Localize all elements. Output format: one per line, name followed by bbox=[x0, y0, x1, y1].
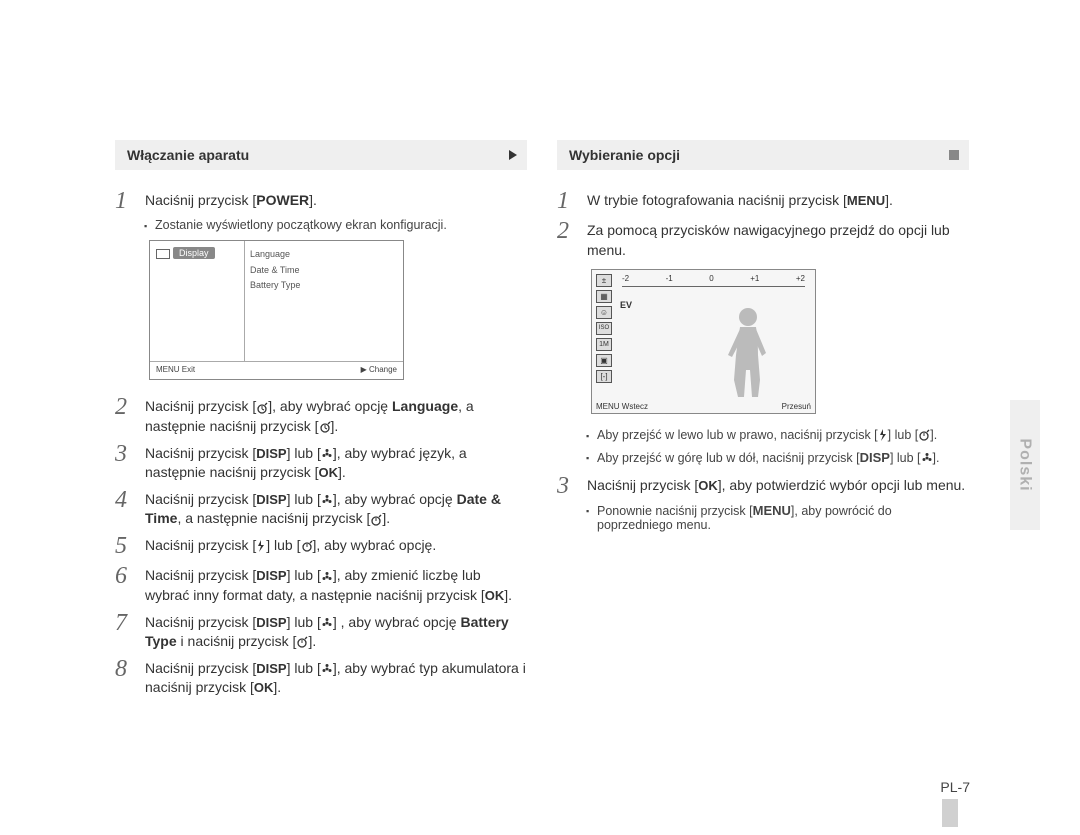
face-icon: ☺ bbox=[596, 306, 612, 319]
header-text: Wybieranie opcji bbox=[569, 147, 680, 163]
flower-icon bbox=[321, 617, 333, 629]
right-column: Wybieranie opcji 1 W trybie fotografowan… bbox=[557, 140, 969, 702]
iso-icon: ISO bbox=[596, 322, 612, 335]
section-header-options: Wybieranie opcji bbox=[557, 140, 969, 170]
disp-icon: DISP bbox=[256, 615, 286, 630]
timer-icon bbox=[370, 514, 382, 526]
disp-icon: DISP bbox=[256, 661, 286, 676]
substep-menu-back: Ponownie naciśnij przycisk [MENU], aby p… bbox=[597, 503, 969, 532]
ok-icon: OK bbox=[254, 680, 274, 695]
step-5: 5 Naciśnij przycisk [] lub [], aby wybra… bbox=[115, 533, 527, 559]
substep-leftright: Aby przejść w lewo lub w prawo, naciśnij… bbox=[597, 428, 969, 442]
flower-icon bbox=[321, 448, 333, 460]
header-text: Włączanie aparatu bbox=[127, 147, 249, 163]
ev-scale: -2 -1 0 +1 +2 bbox=[622, 274, 805, 283]
flower-icon bbox=[921, 452, 933, 464]
step-8: 8 Naciśnij przycisk [DISP] lub [], aby w… bbox=[115, 656, 527, 698]
display-badge: Display bbox=[173, 247, 215, 259]
wb-icon: ▦ bbox=[596, 290, 612, 303]
person-silhouette-icon bbox=[720, 305, 775, 400]
section-header-power: Włączanie aparatu bbox=[115, 140, 527, 170]
size-icon: 1M bbox=[596, 338, 612, 351]
substep-config: Zostanie wyświetlony początkowy ekran ko… bbox=[155, 218, 527, 232]
display-icon bbox=[156, 249, 170, 259]
flower-icon bbox=[321, 494, 333, 506]
step-r1: 1 W trybie fotografowania naciśnij przyc… bbox=[557, 188, 969, 214]
ok-icon: OK bbox=[698, 478, 718, 493]
disp-icon: DISP bbox=[860, 450, 890, 465]
ok-icon: OK bbox=[319, 465, 339, 480]
step-3: 3 Naciśnij przycisk [DISP] lub [], aby w… bbox=[115, 441, 527, 483]
ev-label: EV bbox=[620, 300, 632, 310]
timer-icon bbox=[918, 429, 930, 441]
step-r3: 3 Naciśnij przycisk [OK], aby potwierdzi… bbox=[557, 473, 969, 499]
flower-icon bbox=[321, 571, 333, 583]
step-6: 6 Naciśnij przycisk [DISP] lub [], aby z… bbox=[115, 563, 527, 605]
step-7: 7 Naciśnij przycisk [DISP] lub [] , aby … bbox=[115, 610, 527, 652]
step-r2: 2 Za pomocą przycisków nawigacyjnego prz… bbox=[557, 218, 969, 260]
step-text: Naciśnij przycisk [POWER]. bbox=[145, 188, 317, 211]
flash-icon bbox=[256, 540, 266, 552]
disp-icon: DISP bbox=[256, 446, 286, 461]
continue-arrow-icon bbox=[509, 150, 517, 160]
step-2: 2 Naciśnij przycisk [], aby wybrać opcję… bbox=[115, 394, 527, 436]
ev-ruler bbox=[622, 286, 805, 294]
timer-icon bbox=[296, 636, 308, 648]
flower-icon bbox=[321, 663, 333, 675]
end-marker-icon bbox=[949, 150, 959, 160]
language-tab: Polski bbox=[1010, 400, 1040, 530]
focus-icon: [-] bbox=[596, 370, 612, 383]
menu-icon: MENU bbox=[847, 193, 885, 208]
display-footer: MENU Exit ▶ Change bbox=[150, 361, 403, 379]
left-column: Włączanie aparatu 1 Naciśnij przycisk [P… bbox=[115, 140, 527, 702]
ev-icon: ± bbox=[596, 274, 612, 287]
ok-icon: OK bbox=[485, 588, 505, 603]
step-number: 1 bbox=[115, 188, 145, 214]
display-mock-screen: Display Language Date & Time Battery Typ… bbox=[149, 240, 404, 380]
display-options: Language Date & Time Battery Type bbox=[250, 247, 300, 293]
step-1: 1 Naciśnij przycisk [POWER]. bbox=[115, 188, 527, 214]
ev-footer: MENU Wstecz Przesuń bbox=[596, 402, 811, 411]
ev-mock-screen: ± ▦ ☺ ISO 1M ▣ [-] -2 -1 0 +1 +2 EV bbox=[591, 269, 816, 414]
disp-icon: DISP bbox=[256, 492, 286, 507]
page-number: PL-7 bbox=[940, 779, 970, 795]
mode-icons: ± ▦ ☺ ISO 1M ▣ [-] bbox=[596, 274, 618, 386]
menu-icon: MENU bbox=[753, 503, 791, 518]
page-bar-icon bbox=[942, 799, 958, 827]
timer-icon bbox=[319, 421, 331, 433]
step-4: 4 Naciśnij przycisk [DISP] lub [], aby w… bbox=[115, 487, 527, 529]
timer-icon bbox=[256, 402, 268, 414]
substep-updown: Aby przejść w górę lub w dół, naciśnij p… bbox=[597, 450, 969, 465]
flash-icon bbox=[878, 429, 888, 441]
timer-icon bbox=[301, 540, 313, 552]
quality-icon: ▣ bbox=[596, 354, 612, 367]
disp-icon: DISP bbox=[256, 568, 286, 583]
